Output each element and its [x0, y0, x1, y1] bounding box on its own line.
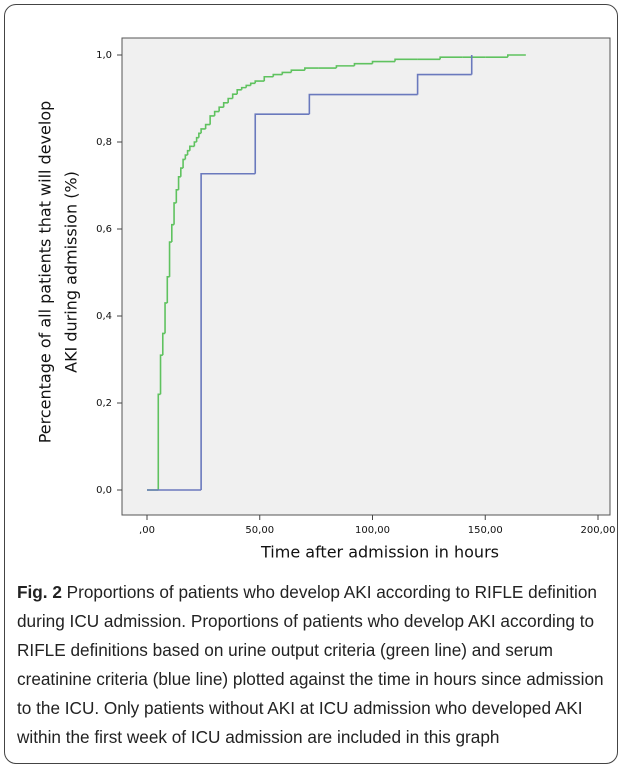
step-segment — [394, 58, 418, 62]
x-tick-label: 150,00 — [468, 525, 503, 536]
step-segment — [290, 69, 305, 73]
step-segment — [245, 84, 251, 88]
step-segment — [189, 145, 193, 151]
y-tick-label: 0,2 — [96, 398, 112, 409]
caption-label: Fig. 2 — [17, 582, 62, 602]
step-segment — [209, 115, 215, 125]
step-segment — [204, 123, 211, 129]
x-tick-label: 100,00 — [355, 525, 390, 536]
step-segment — [200, 128, 206, 134]
y-axis-title-line: Percentage of all patients that will dev… — [36, 101, 55, 444]
y-tick-label: 0,4 — [96, 311, 112, 322]
step-segment — [304, 67, 319, 71]
step-segment — [240, 86, 247, 90]
step-segment — [231, 93, 238, 99]
step-segment — [218, 106, 224, 112]
step-segment — [416, 73, 472, 95]
caption-text: Proportions of patients who develop AKI … — [17, 582, 604, 747]
step-segment — [227, 97, 233, 103]
plot-area — [121, 37, 611, 516]
y-tick-label: 0,6 — [96, 224, 112, 235]
step-segment — [249, 82, 256, 86]
step-segment — [272, 73, 283, 77]
step-segment — [236, 89, 242, 95]
figure-frame — [4, 4, 618, 764]
x-tick-label: 200,00 — [581, 525, 616, 536]
step-segment — [263, 75, 274, 82]
x-tick-label: ,00 — [139, 525, 155, 536]
step-segment — [281, 71, 292, 75]
y-axis-title: Percentage of all patients that will dev… — [36, 101, 81, 444]
step-segment — [254, 80, 265, 84]
step-segment — [439, 56, 463, 60]
y-axis-title-line: AKI during admission (%) — [62, 171, 81, 373]
y-tick-label: 1,0 — [96, 50, 112, 61]
x-axis-title: Time after admission in hours — [260, 543, 499, 562]
step-segment — [507, 54, 526, 58]
step-segment — [200, 172, 256, 490]
y-tick-label: 0,8 — [96, 137, 112, 148]
step-segment — [371, 60, 396, 64]
step-segment — [353, 62, 373, 66]
step-segment — [213, 110, 220, 116]
step-segment — [254, 113, 310, 174]
step-segment — [222, 102, 229, 108]
figure-caption: Fig. 2 Proportions of patients who devel… — [17, 578, 612, 752]
chart: Time after admission in hours Percentage… — [36, 37, 616, 562]
step-segment — [335, 65, 355, 69]
y-tick-label: 0,0 — [96, 485, 112, 496]
x-tick-label: 50,00 — [245, 525, 274, 536]
step-segment — [308, 93, 418, 115]
